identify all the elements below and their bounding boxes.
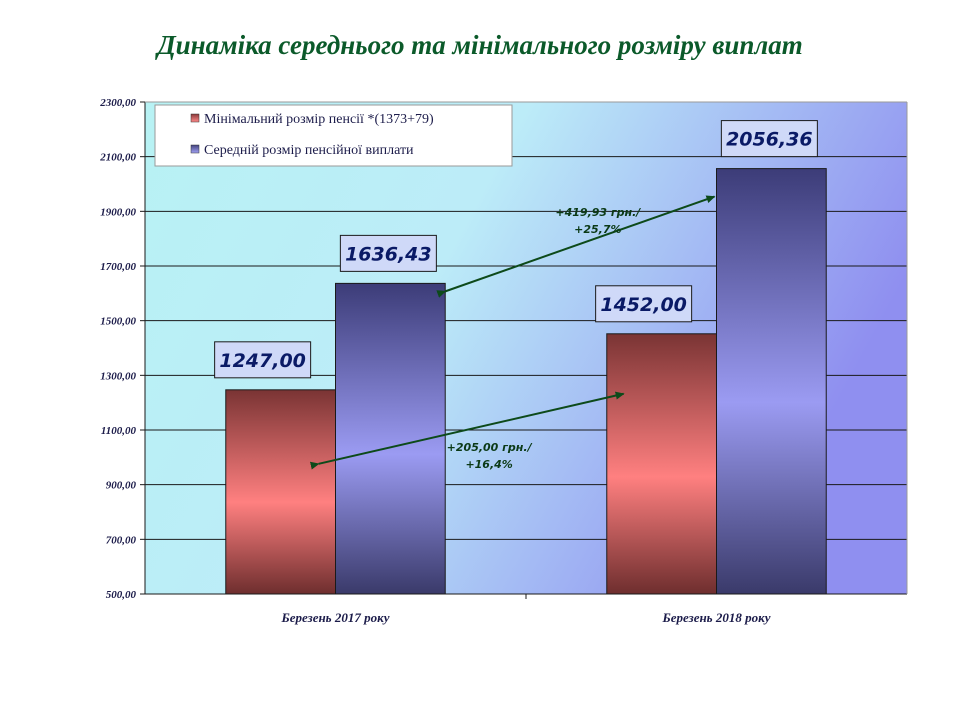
legend-label-average: Середній розмір пенсійної виплати [204,143,414,158]
growth-annotation-1: +205,00 грн./ +16,4% [309,391,625,471]
y-tick-label: 2300,00 [99,97,136,109]
y-tick-label: 1700,00 [100,261,136,273]
growth-annotation-amount: +205,00 грн./ [447,441,533,454]
data-label-text: 1636,43 [345,243,432,265]
bar-minimum-1 [606,333,717,595]
data-label-text: 1247,00 [219,350,306,372]
growth-annotation-amount: +419,93 грн./ [555,206,641,219]
legend-swatch-minimum [190,113,200,123]
y-tick-label: 1300,00 [100,370,136,382]
data-label-box [339,234,437,272]
legend-box [154,104,513,167]
growth-annotation-percent: +16,4% [465,458,512,471]
y-tick-label: 1500,00 [100,316,136,328]
growth-annotation-0: +419,93 грн./ +25,7% [436,195,716,298]
bar-average-1 [716,168,827,595]
x-axis-tick-labels: Березень 2017 року Березень 2018 року [281,610,771,625]
data-label-average-1: 2056,36 [720,120,818,158]
data-label-average-0: 1636,43 [339,234,437,272]
annotations: +419,93 грн./ +25,7% +205,00 грн./ +16,4% [309,195,716,471]
y-tick-label: 700,00 [106,534,137,546]
legend-swatch-average [190,144,200,154]
legend: Мінімальний розмір пенсії *(1373+79) Сер… [154,104,513,167]
growth-arrow [309,391,625,470]
y-tick-label: 500,00 [106,589,137,601]
data-label-box [214,341,312,379]
growth-annotation-percent: +25,7% [574,223,621,236]
data-label-box [720,120,818,158]
bars [225,168,827,595]
y-tick-label: 1900,00 [100,206,136,218]
chart-title: Динаміка середнього та мінімального розм… [157,30,803,60]
y-tick-label: 2100,00 [99,152,136,164]
x-tick-label: Березень 2017 року [281,610,390,625]
bar-minimum-0 [225,389,336,595]
y-axis-tick-labels: 500,00 700,00 900,00 1100,00 1300,00 1500,00 1… [99,97,136,601]
y-tick-label: 1100,00 [101,425,137,437]
x-tick-label: Березень 2018 року [662,610,771,625]
data-label-text: 1452,00 [600,294,687,316]
legend-label-minimum: Мінімальний розмір пенсії *(1373+79) [204,112,434,127]
growth-arrow [436,195,716,298]
data-label-minimum-0: 1247,00 [214,341,312,379]
data-label-text: 2056,36 [726,129,813,151]
y-tick-label: 900,00 [106,480,137,492]
data-label-minimum-1: 1452,00 [595,285,693,323]
